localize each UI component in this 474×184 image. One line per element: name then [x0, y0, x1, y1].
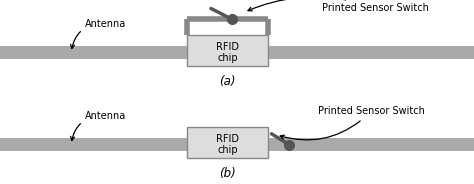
- Text: (b): (b): [219, 167, 236, 180]
- Bar: [0, 138, 474, 151]
- Bar: [0, 46, 474, 59]
- Text: Antenna: Antenna: [71, 111, 127, 141]
- Text: chip: chip: [217, 145, 238, 155]
- Text: Antenna: Antenna: [71, 19, 127, 49]
- FancyBboxPatch shape: [187, 127, 268, 158]
- Text: Printed Sensor Switch: Printed Sensor Switch: [280, 106, 424, 140]
- Text: chip: chip: [217, 53, 238, 63]
- Text: RFID: RFID: [216, 42, 239, 52]
- FancyBboxPatch shape: [187, 35, 268, 66]
- Text: (a): (a): [219, 75, 236, 88]
- Text: RFID: RFID: [216, 134, 239, 144]
- Text: Printed Sensor Switch: Printed Sensor Switch: [248, 0, 429, 13]
